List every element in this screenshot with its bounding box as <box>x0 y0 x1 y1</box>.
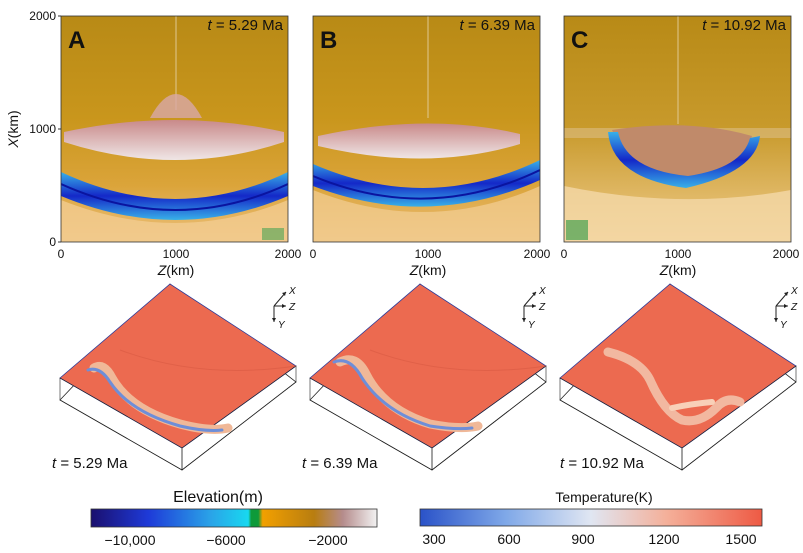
elevation-tick-2: −6000 <box>206 532 246 548</box>
triad-b-x: X <box>538 286 546 297</box>
elevation-colorbar-title: Elevation(m) <box>173 489 263 506</box>
z-tick-b-0: 0 <box>310 247 317 261</box>
temperature-tick-600: 600 <box>497 531 521 547</box>
axis-triad-c: X Z Y <box>774 286 798 331</box>
temperature-tick-1200: 1200 <box>648 531 679 547</box>
z-tick-a-1000: 1000 <box>163 247 190 261</box>
triad-c-z: Z <box>790 302 798 313</box>
panel-b-3d-time: t = 6.39 Ma <box>302 455 378 472</box>
z-tick-b-1000: 1000 <box>415 247 442 261</box>
temperature-tick-1500: 1500 <box>725 531 756 547</box>
z-tick-a-0: 0 <box>58 247 65 261</box>
triad-a-y: Y <box>278 320 286 331</box>
z-axis-label-a: Z(km) <box>157 262 195 278</box>
z-tick-c-2000: 2000 <box>773 247 800 261</box>
panel-a-letter: A <box>68 27 85 54</box>
elevation-tick-1: −10,000 <box>105 532 156 548</box>
elevation-tick-3: −2000 <box>308 532 348 548</box>
panel-b-letter: B <box>320 27 337 54</box>
y-tick-0: 0 <box>49 235 56 249</box>
z-axis-label-b: Z(km) <box>409 262 447 278</box>
triad-b-y: Y <box>528 320 536 331</box>
triad-c-y: Y <box>780 320 788 331</box>
panel-b-time: t = 6.39 Ma <box>460 17 536 34</box>
y-axis-label: X(km) <box>5 110 21 148</box>
panel-b-map: B t = 6.39 Ma <box>312 15 541 243</box>
z-tick-b-2000: 2000 <box>524 247 551 261</box>
z-axis-label-c: Z(km) <box>659 262 697 278</box>
triad-b-z: Z <box>538 302 546 313</box>
axis-triad-b: X Z Y <box>522 286 546 331</box>
panel-a-map: A t = 5.29 Ma <box>60 15 289 243</box>
panel-c-3d-time: t = 10.92 Ma <box>560 455 644 472</box>
z-tick-c-0: 0 <box>561 247 568 261</box>
panel-a-3d-time: t = 5.29 Ma <box>52 455 128 472</box>
z-axis-b: 0 1000 2000 Z(km) <box>310 247 551 278</box>
triad-a-x: X <box>288 286 296 297</box>
y-tick-1000: 1000 <box>29 122 56 136</box>
z-tick-a-2000: 2000 <box>275 247 302 261</box>
y-tick-2000: 2000 <box>29 9 56 23</box>
panel-a-3d: t = 5.29 Ma <box>52 283 297 472</box>
z-tick-c-1000: 1000 <box>665 247 692 261</box>
axis-triad-a: X Z Y <box>272 286 296 331</box>
panel-a-time: t = 5.29 Ma <box>208 17 284 34</box>
elevation-colorbar: Elevation(m) −10,000 −6000 −2000 <box>90 489 378 548</box>
panel-c-time: t = 10.92 Ma <box>702 17 786 34</box>
panel-c-map: C t = 10.92 Ma <box>563 15 792 243</box>
y-axis: 2000 1000 0 X(km) <box>5 9 61 249</box>
panel-c-letter: C <box>571 27 588 54</box>
z-axis-a: 0 1000 2000 Z(km) <box>58 247 302 278</box>
panel-b-3d: t = 6.39 Ma <box>302 283 547 472</box>
panel-c-3d: t = 10.92 Ma <box>559 283 797 472</box>
temperature-tick-900: 900 <box>571 531 595 547</box>
temperature-colorbar: Temperature(K) 300 600 900 1200 1500 <box>419 489 763 547</box>
triad-a-z: Z <box>288 302 296 313</box>
z-axis-c: 0 1000 2000 Z(km) <box>561 247 800 278</box>
temperature-tick-300: 300 <box>422 531 446 547</box>
temperature-colorbar-title: Temperature(K) <box>555 489 652 505</box>
triad-c-x: X <box>790 286 798 297</box>
